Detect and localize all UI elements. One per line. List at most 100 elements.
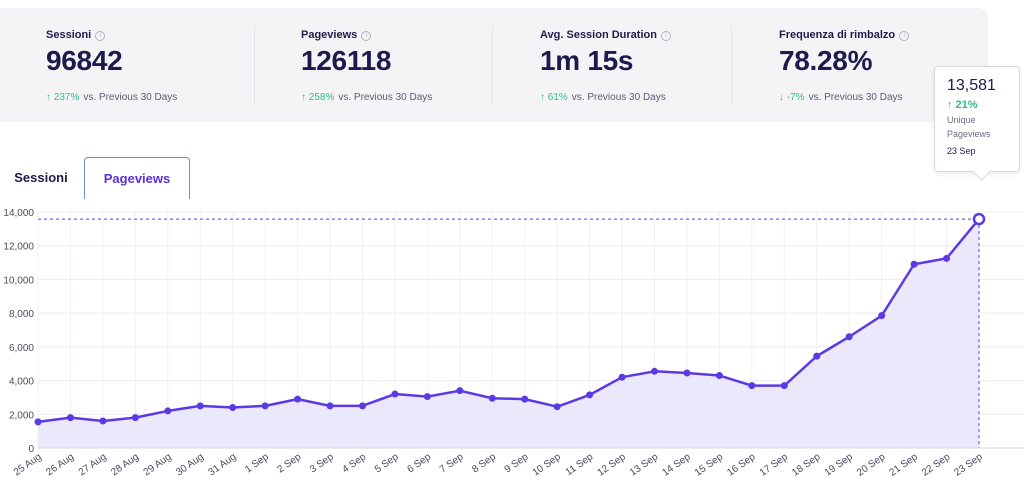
divider <box>492 26 493 104</box>
data-point <box>943 254 951 262</box>
divider <box>254 26 255 104</box>
highlighted-data-point <box>972 212 986 226</box>
x-tick-label: 4 Sep <box>340 451 368 475</box>
data-point <box>780 382 788 390</box>
up-arrow-icon: ↑ 258% <box>301 92 335 103</box>
y-tick-label: 4,000 <box>9 377 34 388</box>
up-arrow-icon: ↑ 61% <box>540 92 568 103</box>
x-tick-label: 29 Aug <box>142 451 174 478</box>
stat-sessioni: Sessioni i 96842 ↑ 237% vs. Previous 30 Da… <box>46 8 246 122</box>
x-tick-label: 6 Sep <box>405 451 433 475</box>
stat-value: 1m 15s <box>540 45 634 76</box>
x-tick-label: 25 Aug <box>12 451 44 478</box>
data-point <box>618 373 626 381</box>
y-tick-label: 0 <box>28 444 34 455</box>
stat-change: ↓ -7% vs. Previous 30 Days <box>779 92 903 103</box>
stat-bounce-rate: Frequenza di rimbalzo i 78.28% ↓ -7% vs. P… <box>779 8 979 122</box>
data-point <box>34 418 42 426</box>
y-tick-label: 12,000 <box>3 242 34 253</box>
series-line <box>37 218 980 424</box>
data-point <box>553 403 561 411</box>
x-tick-label: 31 Aug <box>207 451 239 478</box>
x-tick-label: 15 Sep <box>693 451 726 478</box>
data-point <box>66 414 74 422</box>
data-point <box>910 260 918 268</box>
x-tick-label: 16 Sep <box>725 451 758 478</box>
data-point <box>878 312 886 320</box>
x-tick-label: 1 Sep <box>243 451 271 475</box>
tab-pageviews[interactable]: Pageviews <box>84 157 190 199</box>
data-point <box>294 395 302 403</box>
stat-avg-session-duration: Avg. Session Duration i 1m 15s ↑ 61% vs. P… <box>540 8 740 122</box>
data-point <box>196 402 204 410</box>
data-point <box>326 402 334 410</box>
divider <box>731 26 732 104</box>
stats-panel: Sessioni i 96842 ↑ 237% vs. Previous 30 Da… <box>0 8 988 122</box>
y-tick-label: 14,000 <box>3 208 34 219</box>
x-tick-label: 21 Sep <box>888 451 921 478</box>
x-tick-label: 19 Sep <box>823 451 856 478</box>
stat-label: Avg. Session Duration i <box>540 29 671 41</box>
stat-value: 126118 <box>301 45 392 76</box>
stat-change: ↑ 237% vs. Previous 30 Days <box>46 92 178 103</box>
x-tick-label: 14 Sep <box>660 451 693 478</box>
stat-value: 96842 <box>46 45 123 76</box>
data-point <box>813 352 821 360</box>
chart-tooltip: 13,581 ↑ 21% Unique Pageviews 23 Sep <box>934 66 1020 172</box>
x-tick-label: 20 Sep <box>855 451 888 478</box>
x-tick-label: 23 Sep <box>952 451 985 478</box>
x-tick-label: 7 Sep <box>438 451 466 475</box>
data-point <box>358 402 366 410</box>
data-point <box>164 407 172 415</box>
stat-change: ↑ 61% vs. Previous 30 Days <box>540 92 666 103</box>
data-point <box>99 417 107 425</box>
tab-sessioni[interactable]: Sessioni <box>14 170 68 185</box>
info-icon[interactable]: i <box>361 31 372 41</box>
pageviews-chart: 0 2,000 4,000 6,000 8,000 10,000 12,000 14,000 2… <box>0 200 1024 482</box>
x-tick-label: 3 Sep <box>308 451 336 475</box>
x-tick-label: 26 Aug <box>44 451 76 478</box>
chart-svg: 0 2,000 4,000 6,000 8,000 10,000 12,000 14,000 2… <box>3 208 1024 479</box>
x-tick-label: 27 Aug <box>77 451 109 478</box>
up-arrow-icon: ↑ 237% <box>46 92 80 103</box>
chart-area-fill <box>38 219 979 448</box>
x-tick-label: 8 Sep <box>470 451 498 475</box>
x-tick-label: 10 Sep <box>531 451 564 478</box>
x-tick-label: 2 Sep <box>276 451 304 475</box>
info-icon[interactable]: i <box>95 31 106 41</box>
stat-pageviews: Pageviews i 126118 ↑ 258% vs. Previous 30 … <box>301 8 501 122</box>
stat-label: Pageviews i <box>301 29 372 41</box>
data-point <box>456 387 464 395</box>
data-point <box>683 369 691 377</box>
data-point <box>131 414 139 422</box>
data-point <box>391 390 399 398</box>
stat-value: 78.28% <box>779 45 873 76</box>
down-arrow-icon: ↓ -7% <box>779 92 805 103</box>
y-tick-label: 8,000 <box>9 309 34 320</box>
stat-change: ↑ 258% vs. Previous 30 Days <box>301 92 433 103</box>
info-icon[interactable]: i <box>660 31 671 41</box>
data-point <box>715 372 723 380</box>
x-tick-label: 17 Sep <box>758 451 791 478</box>
x-tick-label: 9 Sep <box>503 451 531 475</box>
x-tick-label: 22 Sep <box>920 451 953 478</box>
tooltip-date: 23 Sep <box>947 146 976 156</box>
stat-label: Frequenza di rimbalzo i <box>779 29 910 41</box>
stat-label: Sessioni i <box>46 29 106 41</box>
data-point <box>488 394 496 402</box>
x-tick-label: 11 Sep <box>564 451 596 478</box>
y-tick-label: 2,000 <box>9 410 34 421</box>
info-icon[interactable]: i <box>899 31 910 41</box>
tooltip-label: Unique <box>947 115 976 125</box>
data-point <box>229 404 237 412</box>
data-point <box>586 391 594 399</box>
x-tick-label: 5 Sep <box>373 451 401 475</box>
data-point <box>651 367 659 375</box>
x-tick-label: 30 Aug <box>174 451 206 478</box>
tooltip-label: Pageviews <box>947 129 991 139</box>
x-tick-label: 12 Sep <box>596 451 629 478</box>
data-point <box>261 402 269 410</box>
tooltip-change: ↑ 21% <box>947 99 978 111</box>
x-tick-label: 13 Sep <box>628 451 661 478</box>
data-point <box>748 382 756 390</box>
